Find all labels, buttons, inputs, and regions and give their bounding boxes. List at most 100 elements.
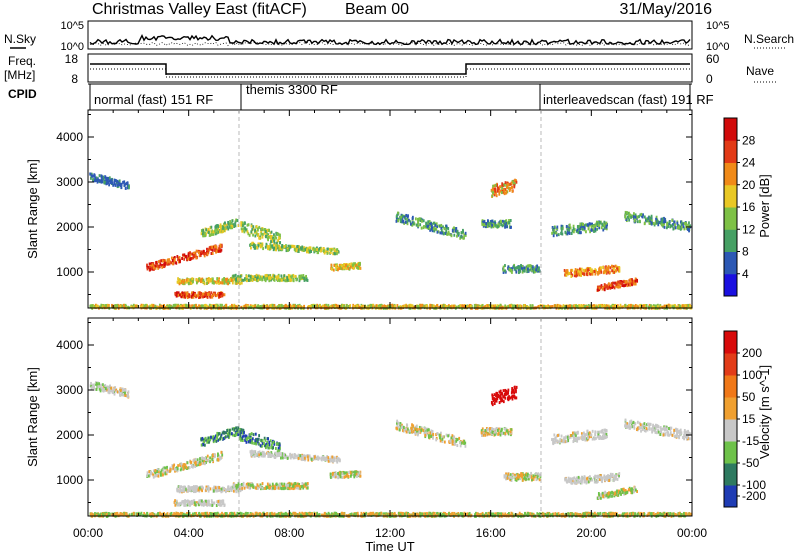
data-cell: [556, 303, 559, 307]
data-cell: [211, 305, 214, 309]
data-cell: [371, 305, 374, 309]
data-cell: [359, 266, 362, 270]
freq-tick-bottom: 8: [71, 72, 78, 86]
data-cell: [621, 305, 624, 309]
data-cell: [443, 231, 446, 235]
data-cell: [496, 183, 499, 187]
data-cell: [219, 228, 222, 232]
data-cell: [257, 232, 260, 236]
data-cell: [276, 305, 278, 309]
data-cell: [121, 304, 123, 308]
data-cell: [680, 224, 683, 228]
data-cell: [565, 273, 568, 277]
data-cell: [591, 222, 594, 226]
data-cell: [230, 277, 233, 281]
data-cell: [206, 439, 209, 443]
data-cell: [686, 227, 689, 231]
data-cell: [264, 274, 267, 278]
data-cell: [424, 225, 427, 229]
data-cell: [442, 304, 445, 308]
data-cell: [429, 228, 432, 232]
data-cell: [295, 305, 297, 309]
data-cell: [250, 224, 253, 228]
data-cell: [217, 295, 220, 299]
data-cell: [606, 268, 609, 272]
data-cell: [99, 305, 102, 309]
data-cell: [255, 277, 258, 281]
data-cell: [195, 295, 197, 299]
data-cell: [211, 503, 214, 507]
data-cell: [202, 486, 204, 490]
power-data-cells: [89, 172, 693, 310]
data-cell: [561, 227, 564, 231]
data-cell: [502, 268, 505, 272]
data-cell: [267, 238, 269, 242]
data-cell: [600, 285, 603, 289]
data-cell: [359, 261, 361, 265]
data-cell: [257, 304, 260, 308]
data-cell: [617, 280, 620, 284]
data-cell: [109, 384, 111, 388]
data-cell: [254, 234, 257, 238]
data-cell: [484, 305, 487, 309]
data-cell: [331, 304, 334, 308]
data-cell: [277, 446, 280, 450]
data-cell: [170, 256, 173, 260]
data-cell: [303, 456, 306, 460]
data-cell: [593, 224, 595, 228]
data-cell: [112, 390, 115, 394]
data-cell: [251, 228, 254, 232]
data-cell: [430, 227, 433, 231]
data-cell: [515, 179, 517, 183]
data-cell: [165, 472, 168, 476]
data-cell: [255, 452, 258, 456]
y-tick-label: 4000: [56, 130, 83, 144]
data-cell: [250, 453, 252, 457]
data-cell: [200, 232, 203, 236]
data-cell: [501, 224, 504, 228]
data-cell: [289, 245, 292, 249]
data-cell: [197, 251, 200, 255]
data-cell: [194, 462, 197, 466]
data-cell: [493, 184, 496, 188]
data-cell: [242, 305, 245, 309]
data-cell: [217, 249, 220, 253]
data-cell: [628, 213, 631, 217]
data-cell: [634, 215, 637, 219]
data-cell: [210, 225, 213, 229]
data-cell: [191, 465, 193, 469]
data-cell: [245, 303, 247, 307]
data-cell: [215, 304, 217, 308]
data-cell: [207, 436, 210, 440]
data-cell: [363, 305, 366, 309]
data-cell: [213, 453, 216, 457]
data-cell: [475, 303, 477, 307]
data-cell: [596, 270, 599, 274]
data-cell: [609, 266, 612, 270]
data-cell: [626, 215, 629, 219]
data-cell: [214, 232, 217, 236]
data-cell: [396, 304, 399, 308]
nsearch-tick-bottom: 10^0: [706, 41, 730, 53]
data-cell: [195, 501, 198, 505]
data-cell: [460, 235, 462, 239]
data-cell: [200, 250, 203, 254]
data-cell: [177, 256, 180, 260]
data-cell: [291, 455, 294, 459]
data-cell: [206, 229, 209, 233]
data-cell: [167, 258, 169, 262]
data-cell: [291, 305, 294, 309]
data-cell: [279, 246, 282, 250]
data-cell: [468, 303, 471, 307]
data-cell: [234, 488, 237, 492]
data-cell: [445, 232, 447, 236]
data-cell: [205, 487, 208, 491]
data-cell: [640, 212, 643, 216]
data-cell: [272, 446, 275, 450]
data-cell: [254, 304, 256, 308]
data-cell: [532, 270, 535, 274]
data-cell: [404, 220, 407, 224]
data-cell: [195, 256, 198, 260]
data-cell: [598, 224, 600, 228]
data-cell: [615, 268, 617, 272]
